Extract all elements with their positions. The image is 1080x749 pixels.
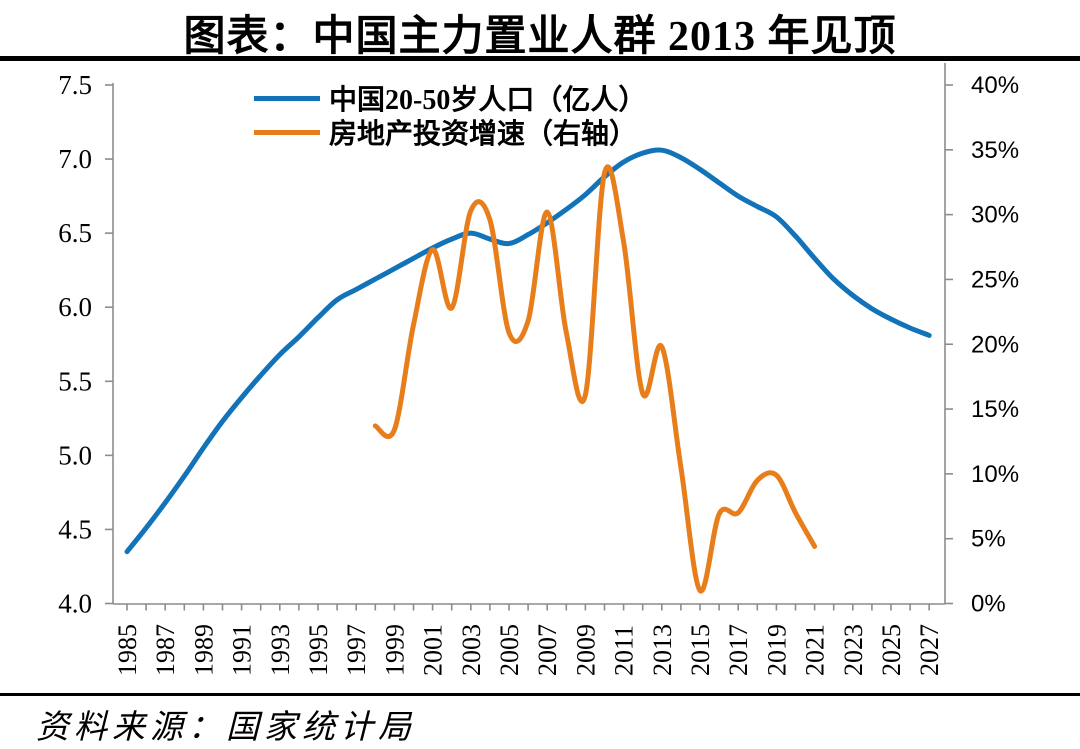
left-axis-tick-label: 7.5 [58, 70, 92, 100]
x-axis-tick-label: 1987 [151, 624, 180, 676]
legend-line-swatch-orange [254, 129, 320, 135]
chart-title: 图表：中国主力置业人群 2013 年见顶 [183, 14, 897, 60]
x-axis-tick-label: 2011 [610, 625, 639, 676]
left-axis-tick-label: 5.0 [58, 440, 92, 470]
x-axis-tick-label: 1993 [266, 624, 295, 676]
x-axis-tick-label: 1999 [380, 624, 409, 676]
x-axis-tick-label: 2005 [495, 624, 524, 676]
x-axis-tick-label: 1997 [342, 624, 371, 676]
left-axis-tick-label: 5.5 [58, 366, 92, 396]
x-axis-tick-label: 1989 [189, 624, 218, 676]
x-axis-tick-label: 2023 [839, 624, 868, 676]
x-axis-tick-label: 2001 [419, 624, 448, 676]
right-axis-tick-label: 0% [971, 591, 1006, 618]
right-axis-tick-label: 10% [971, 461, 1019, 488]
chart-canvas: 7.5 7.0 6.5 6.0 5.5 5.0 4.5 4.0 40% 35% 30% 25% 20% 1… [58, 63, 1019, 676]
right-axis-tick-label: 20% [971, 331, 1019, 358]
footer-divider-rule [0, 693, 1080, 696]
right-axis-tick-label: 40% [971, 72, 1019, 99]
legend-line-swatch-blue [254, 95, 320, 101]
left-axis-tick-label: 7.0 [58, 144, 92, 174]
left-axis-tick-label: 6.0 [58, 292, 92, 322]
x-axis-tick-label: 2007 [533, 624, 562, 676]
x-axis-tick-label: 2025 [877, 624, 906, 676]
right-axis-tick-label: 30% [971, 202, 1019, 229]
title-divider-rule [0, 56, 1080, 61]
x-axis-tick-label: 1991 [228, 624, 257, 676]
x-axis-tick-label: 2009 [571, 624, 600, 676]
right-axis-tick-label: 15% [971, 396, 1019, 423]
x-axis-tick-label: 2021 [801, 624, 830, 676]
legend-label-investment: 房地产投资增速（右轴） [329, 119, 638, 150]
x-axis-tick-label: 2013 [648, 624, 677, 676]
x-axis-tick-label: 2019 [762, 624, 791, 676]
x-axis-tick-label: 2003 [457, 624, 486, 676]
population-line [124, 147, 932, 555]
source-note: 资料来源：国家统计局 [36, 710, 416, 746]
x-axis-tick-label: 1995 [304, 624, 333, 676]
x-axis-tick-label: 2017 [724, 624, 753, 676]
legend: 中国20-50岁人口（亿人） 房地产投资增速（右轴） [254, 81, 647, 150]
x-axis-tick-label: 2015 [686, 624, 715, 676]
legend-item-investment: 房地产投资增速（右轴） [254, 115, 646, 150]
right-axis-tick-label: 5% [971, 526, 1006, 553]
x-axis-tick-label: 1985 [113, 624, 142, 676]
legend-label-population: 中国20-50岁人口（亿人） [329, 85, 647, 116]
right-axis-tick-label: 35% [971, 137, 1019, 164]
left-axis-tick-label: 6.5 [58, 218, 92, 248]
left-axis-tick-label: 4.5 [58, 514, 92, 544]
investment-line [372, 164, 818, 594]
legend-item-population: 中国20-50岁人口（亿人） [254, 81, 647, 116]
left-axis-tick-label: 4.0 [58, 589, 92, 619]
x-axis-tick-label: 2027 [915, 624, 944, 676]
right-axis-tick-label: 25% [971, 266, 1019, 293]
